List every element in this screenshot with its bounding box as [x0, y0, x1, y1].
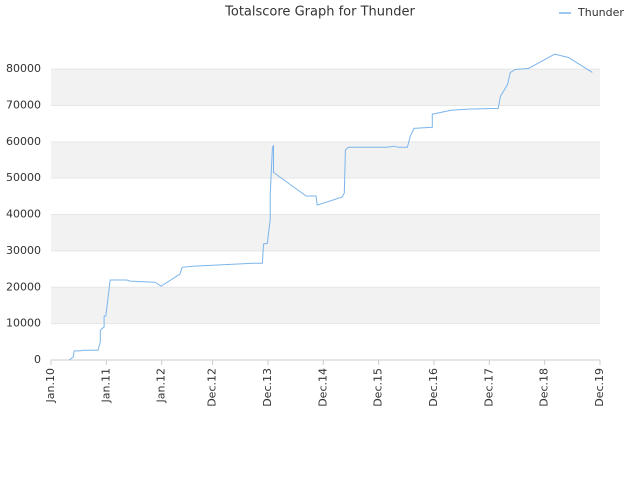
plot-band: [51, 69, 600, 106]
plot-band: [51, 323, 600, 360]
plot-band: [51, 178, 600, 215]
x-tick-label: Dec.15: [372, 368, 385, 407]
x-tick-label: Jan.10: [44, 368, 57, 403]
y-tick-label: 40000: [6, 208, 41, 221]
y-tick-label: 0: [34, 353, 41, 366]
y-tick-label: 60000: [6, 135, 41, 148]
plot-band: [51, 40, 600, 70]
x-tick-label: Jan.12: [155, 368, 168, 403]
x-tick-label: Dec.18: [538, 368, 551, 407]
plot-band: [51, 287, 600, 324]
plot-band: [51, 141, 600, 179]
y-tick-label: 20000: [6, 280, 41, 293]
plot-band: [51, 214, 600, 251]
x-tick-label: Dec.14: [316, 368, 329, 407]
x-tick-label: Dec.13: [261, 368, 274, 407]
y-tick-label: 80000: [6, 62, 41, 75]
y-tick-label: 70000: [6, 98, 41, 111]
x-tick-label: Jan.11: [99, 368, 112, 403]
y-tick-label: 30000: [6, 244, 41, 257]
series-line: [68, 53, 593, 361]
plot-band: [51, 250, 600, 288]
y-tick-label: 50000: [6, 171, 41, 184]
chart-title: Totalscore Graph for Thunder: [224, 5, 415, 20]
plot-band: [51, 105, 600, 142]
x-tick-label: Dec.16: [427, 368, 440, 407]
y-tick-label: 10000: [6, 317, 41, 330]
legend-label: Thunder: [577, 6, 624, 19]
x-tick-label: Dec.19: [593, 368, 606, 407]
x-tick-label: Dec.17: [482, 368, 495, 407]
x-tick-label: Dec.12: [206, 368, 219, 407]
